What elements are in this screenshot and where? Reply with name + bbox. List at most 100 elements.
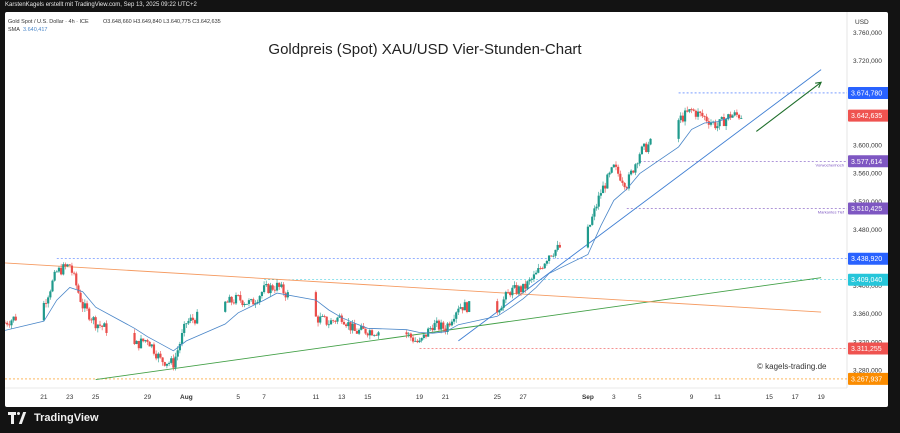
candle-body — [411, 337, 415, 342]
price-labels: 3.674,780 3.642,635 3.577,614 Vorwochenhoch… — [816, 86, 888, 385]
candle-body — [57, 267, 61, 272]
candle-body — [619, 173, 622, 181]
price-tick-label: 3.760,000 — [853, 30, 882, 37]
candle-body — [167, 362, 171, 364]
time-tick-label: 19 — [817, 394, 825, 401]
candle-body — [137, 340, 140, 349]
candle-body — [731, 115, 734, 118]
candle-body — [632, 170, 635, 173]
trendline-green — [95, 277, 822, 381]
candle-body — [407, 333, 410, 335]
candle-body — [429, 327, 432, 329]
candle-body — [679, 115, 682, 121]
brand-name: TradingView — [34, 412, 99, 424]
candle-body — [373, 334, 376, 336]
sma-line — [5, 117, 731, 352]
candle-body — [696, 111, 700, 117]
price-tick-label: 3.720,000 — [853, 58, 882, 65]
candle-body — [532, 274, 536, 279]
candle-body — [699, 111, 702, 113]
price-tick-label: 3.520,000 — [853, 199, 882, 206]
price-tick-label: 3.560,000 — [853, 171, 882, 178]
candle-body — [545, 261, 549, 264]
candle-body — [459, 307, 462, 309]
candle-body — [319, 316, 322, 323]
candle-body — [608, 172, 611, 175]
candle-body — [537, 268, 540, 273]
candle-body — [155, 353, 158, 359]
candle-body — [414, 340, 417, 342]
candle-body — [68, 264, 71, 266]
candle-body — [617, 166, 620, 174]
candle-body — [701, 112, 704, 117]
time-tick-label: 23 — [66, 394, 74, 401]
candle-body — [60, 267, 63, 275]
time-tick-label: 11 — [714, 394, 721, 401]
candle-body — [591, 216, 594, 225]
time-tick-label: 5 — [638, 394, 642, 401]
candle-body — [85, 303, 89, 309]
candle-body — [630, 170, 633, 175]
candle-body — [334, 320, 337, 322]
candle-body — [275, 282, 279, 291]
candle-body — [552, 255, 555, 257]
candle-body — [541, 268, 544, 269]
candle-body — [269, 285, 272, 294]
candle-body — [724, 119, 728, 127]
candle-body — [170, 358, 173, 363]
candle-body — [623, 182, 626, 188]
candle-body — [681, 115, 685, 122]
candle-body — [422, 334, 425, 338]
candle-body — [159, 353, 162, 358]
candle-body — [230, 296, 233, 303]
candle-body — [424, 334, 428, 337]
candle-body — [457, 308, 460, 313]
candle-body — [280, 284, 283, 287]
candle-body — [66, 264, 69, 267]
brand[interactable]: TradingView — [8, 412, 99, 424]
candle-body — [135, 340, 138, 345]
candle-body — [51, 280, 54, 292]
candle-body — [316, 316, 320, 323]
price-label-text: 3.577,614 — [851, 159, 882, 166]
candle-body — [278, 282, 281, 287]
candle-body — [92, 317, 95, 321]
candle-body — [740, 118, 743, 119]
candle-body — [150, 344, 153, 347]
candle-body — [88, 308, 91, 320]
trendline-blue — [458, 69, 822, 342]
arrow-head — [815, 81, 823, 88]
price-tick-label: 3.600,000 — [853, 143, 882, 150]
candle-body — [44, 302, 48, 304]
candle-body — [174, 356, 177, 368]
candle-body — [705, 116, 708, 122]
candle-body — [370, 330, 374, 336]
candle-body — [690, 109, 693, 110]
candle-body — [610, 167, 613, 173]
candle-body — [144, 340, 147, 342]
candle-body — [604, 185, 607, 189]
price-axis[interactable]: 3.280,0003.320,0003.360,0003.400,0003.44… — [853, 30, 882, 374]
time-axis[interactable]: 21 23 25 29 Aug 5 7 11 13 15 19 21 25 27 Sep 3 5 9 11 15 17 1… — [40, 394, 825, 401]
candle-body — [683, 110, 687, 122]
candle-body — [55, 271, 58, 273]
candle-body — [362, 326, 365, 329]
candle-body — [530, 278, 533, 280]
candle-body — [433, 323, 436, 331]
candle-body — [282, 284, 285, 294]
candle-body — [232, 302, 235, 304]
candle-body — [601, 185, 605, 194]
candle-body — [496, 301, 499, 313]
candle-body — [513, 285, 516, 288]
candle-body — [64, 264, 67, 267]
candle-body — [105, 323, 108, 333]
candle-body — [70, 265, 74, 273]
candle-body — [517, 286, 520, 294]
candle-body — [178, 343, 181, 351]
candle-body — [450, 321, 454, 326]
candle-body — [502, 299, 505, 308]
candle-body — [191, 317, 194, 321]
candle-body — [271, 285, 274, 290]
price-chart[interactable]: 3.280,0003.320,0003.360,0003.400,0003.44… — [5, 12, 888, 407]
candle-body — [722, 117, 726, 127]
